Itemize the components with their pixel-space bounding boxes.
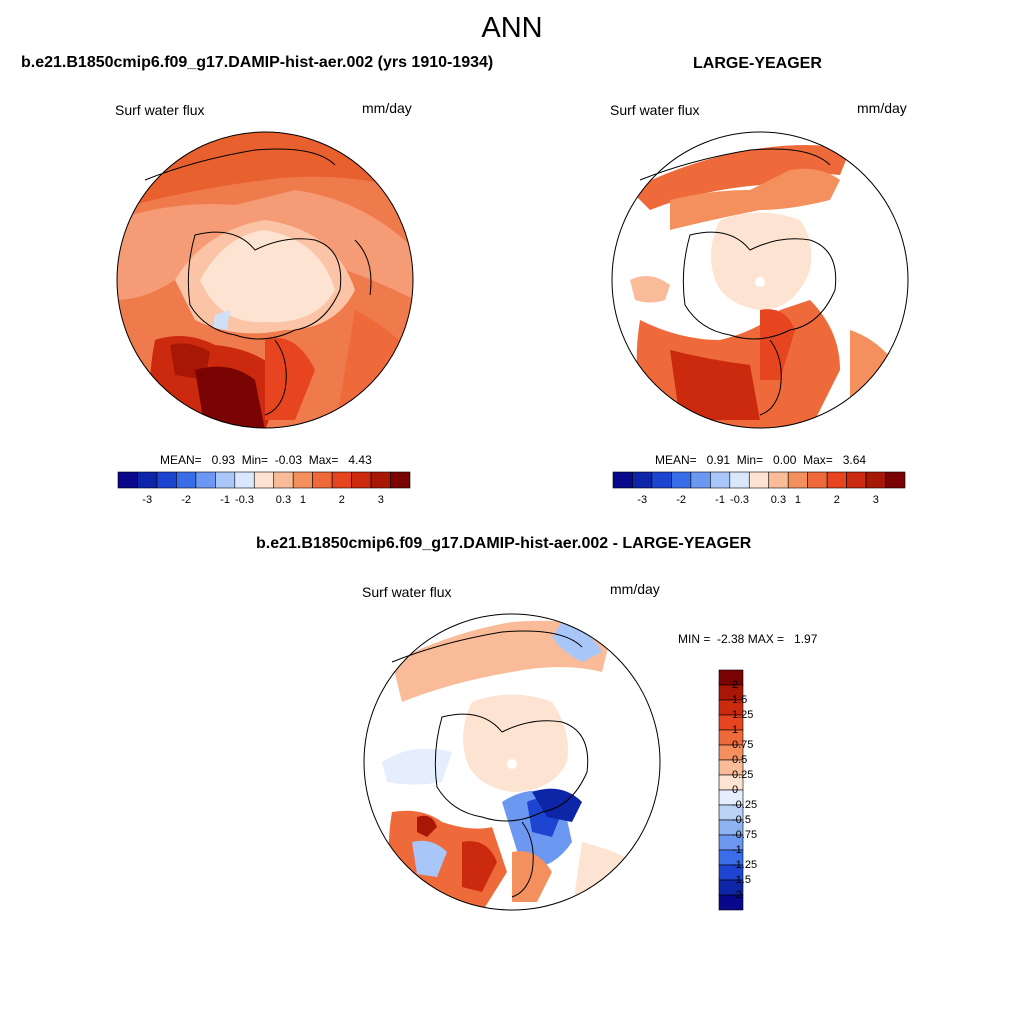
right-colorbar-swatch — [846, 471, 867, 489]
right-colorbar-tick-label: -3 — [637, 494, 648, 506]
left-colorbar-swatch — [351, 471, 372, 489]
diff-stats: MIN = -2.38 MAX = 1.97 — [678, 632, 818, 646]
right-colorbar-swatch — [826, 471, 847, 489]
diff-colorbar-swatch — [718, 894, 744, 911]
right-colorbar-swatch — [807, 471, 828, 489]
right-colorbar-tick-label: -2 — [676, 494, 687, 506]
right-colorbar-tick-label: 0.3 — [770, 494, 787, 506]
right-colorbar-swatch — [671, 471, 692, 489]
left-variable-label: Surf water flux — [115, 102, 205, 118]
left-colorbar-tick-label: -3 — [142, 494, 153, 506]
right-colorbar-swatch — [651, 471, 672, 489]
right-colorbar-swatch — [710, 471, 731, 489]
left-colorbar-swatch — [253, 471, 275, 489]
diff-variable-label: Surf water flux — [362, 584, 452, 600]
left-colorbar-swatch — [117, 471, 138, 489]
left-colorbar-tick-label: 2 — [338, 494, 345, 506]
diff-panel-title: b.e21.B1850cmip6.f09_g17.DAMIP-hist-aer.… — [256, 535, 752, 552]
diff-colorbar-tick-label: -1 — [732, 844, 742, 856]
diff-colorbar-tick-label: 1.25 — [732, 709, 754, 721]
right-colorbar — [612, 471, 906, 489]
diff-colorbar-swatch — [718, 669, 744, 686]
left-colorbar-swatch — [292, 471, 313, 489]
diff-colorbar-tick-label: -0.5 — [732, 814, 751, 826]
left-unit-label: mm/day — [362, 100, 412, 116]
left-stats: MEAN= 0.93 Min= -0.03 Max= 4.43 — [160, 453, 372, 467]
diff-colorbar-tick-label: 1 — [732, 724, 739, 736]
right-colorbar-swatch — [885, 471, 906, 489]
right-variable-label: Surf water flux — [610, 102, 700, 118]
right-unit-label: mm/day — [857, 100, 907, 116]
diff-colorbar-tick-label: 0.75 — [732, 739, 754, 751]
left-colorbar-swatch — [215, 471, 236, 489]
left-colorbar-swatch — [137, 471, 158, 489]
diff-colorbar-tick-label: -1.5 — [732, 874, 751, 886]
left-colorbar-swatch — [370, 471, 391, 489]
diff-colorbar-tick-label: -2 — [732, 889, 742, 901]
diff-colorbar-tick-label: 0.5 — [732, 754, 748, 766]
left-colorbar-swatch — [156, 471, 177, 489]
right-colorbar-tick-label: 2 — [833, 494, 840, 506]
diff-unit-label: mm/day — [610, 581, 660, 597]
diff-colorbar-tick-label: 0 — [732, 784, 739, 796]
diff-colorbar-tick-label: 2 — [732, 679, 739, 691]
right-polar-map — [611, 131, 909, 429]
right-stats: MEAN= 0.91 Min= 0.00 Max= 3.64 — [655, 453, 867, 467]
left-colorbar-swatch — [390, 471, 411, 489]
right-colorbar-swatch — [768, 471, 789, 489]
left-colorbar-tick-label: -0.3 — [235, 494, 255, 506]
right-colorbar-tick-label: -0.3 — [730, 494, 750, 506]
left-panel-title: b.e21.B1850cmip6.f09_g17.DAMIP-hist-aer.… — [21, 54, 494, 71]
right-colorbar-swatch — [729, 471, 750, 489]
left-colorbar — [117, 471, 411, 489]
left-colorbar-tick-label: 0.3 — [275, 494, 292, 506]
diff-colorbar-tick-label: -0.25 — [732, 799, 758, 811]
left-colorbar-swatch — [331, 471, 352, 489]
diff-colorbar-tick-label: -0.75 — [732, 829, 758, 841]
right-colorbar-tick-label: 1 — [794, 494, 801, 506]
left-colorbar-swatch — [312, 471, 333, 489]
right-panel-title: LARGE-YEAGER — [693, 55, 822, 72]
diff-colorbar-tick-label: 1.5 — [732, 694, 748, 706]
left-colorbar-tick-label: 3 — [377, 494, 384, 506]
right-colorbar-swatch — [787, 471, 808, 489]
right-colorbar-swatch — [748, 471, 770, 489]
left-colorbar-swatch — [195, 471, 216, 489]
right-colorbar-swatch — [632, 471, 653, 489]
figure-title: ANN — [481, 12, 543, 44]
left-colorbar-swatch — [273, 471, 294, 489]
diff-colorbar-tick-label: 0.25 — [732, 769, 754, 781]
right-colorbar-tick-label: 3 — [872, 494, 879, 506]
left-colorbar-swatch — [234, 471, 255, 489]
right-colorbar-swatch — [690, 471, 711, 489]
right-colorbar-swatch — [612, 471, 633, 489]
diff-colorbar — [718, 669, 744, 911]
diff-colorbar-tick-label: -1.25 — [732, 859, 758, 871]
left-colorbar-tick-label: 1 — [299, 494, 306, 506]
left-colorbar-swatch — [176, 471, 197, 489]
right-colorbar-swatch — [865, 471, 886, 489]
right-colorbar-tick-label: -1 — [715, 494, 725, 506]
left-colorbar-tick-label: -2 — [181, 494, 192, 506]
diff-polar-map — [363, 613, 661, 911]
left-colorbar-tick-label: -1 — [220, 494, 230, 506]
left-polar-map — [116, 131, 414, 429]
